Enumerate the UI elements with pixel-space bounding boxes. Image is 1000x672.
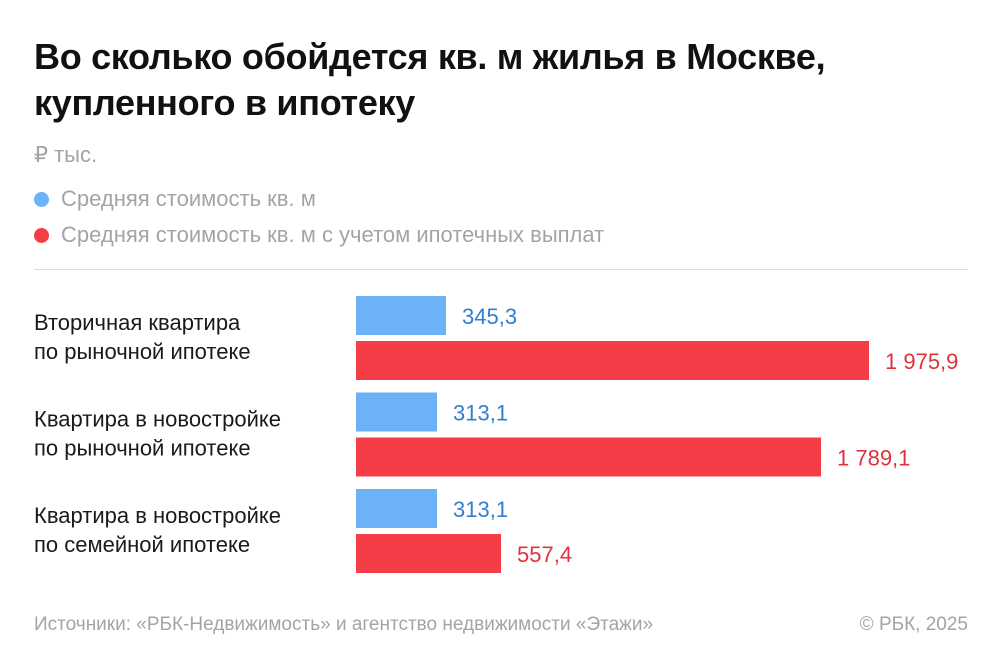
legend-item-mortgage: Средняя стоимость кв. м с учетом ипотечн… <box>34 220 604 250</box>
bar-avg <box>356 296 446 335</box>
data-label-avg: 313,1 <box>453 497 508 522</box>
footer-copyright: © РБК, 2025 <box>859 614 968 635</box>
data-label-mortgage: 557,4 <box>517 542 572 567</box>
chart-title-line-2: купленного в ипотеку <box>34 82 415 123</box>
chart-title: Во сколько обойдется кв. м жилья в Москв… <box>34 34 974 126</box>
divider <box>34 269 968 270</box>
category-label: по рыночной ипотеке <box>34 339 251 364</box>
bar-avg <box>356 392 437 432</box>
footer-source: Источники: «РБК-Недвижимость» и агентств… <box>34 614 654 635</box>
unit-label: ₽ тыс. <box>34 142 98 167</box>
data-label-avg: 345,3 <box>462 304 517 329</box>
bar-avg <box>356 489 437 528</box>
bar-mortgage <box>356 437 821 477</box>
bar-chart: Вторичная квартира по рыночной ипотеке 345… <box>34 296 958 573</box>
category-label: Вторичная квартира <box>34 310 241 335</box>
data-label-avg: 313,1 <box>453 401 508 426</box>
legend-label-avg: Средняя стоимость кв. м <box>61 186 316 211</box>
data-label-mortgage: 1 975,9 <box>885 349 958 374</box>
legend-dot-blue <box>34 191 49 207</box>
legend-item-avg: Средняя стоимость кв. м <box>34 184 604 214</box>
category-label: Квартира в новостройке <box>34 503 281 528</box>
legend: Средняя стоимость кв. м Средняя стоимост… <box>34 184 604 256</box>
legend-dot-red <box>34 227 49 243</box>
data-label-mortgage: 1 789,1 <box>837 446 910 471</box>
bar-mortgage <box>356 341 869 380</box>
category-label: по рыночной ипотеке <box>34 436 251 461</box>
category-label: Квартира в новостройке <box>34 407 281 432</box>
chart-title-line-1: Во сколько обойдется кв. м жилья в Москв… <box>34 36 826 77</box>
category-label: по семейной ипотеке <box>34 532 250 557</box>
bar-mortgage <box>356 534 501 573</box>
legend-label-mortgage: Средняя стоимость кв. м с учетом ипотечн… <box>61 222 605 247</box>
